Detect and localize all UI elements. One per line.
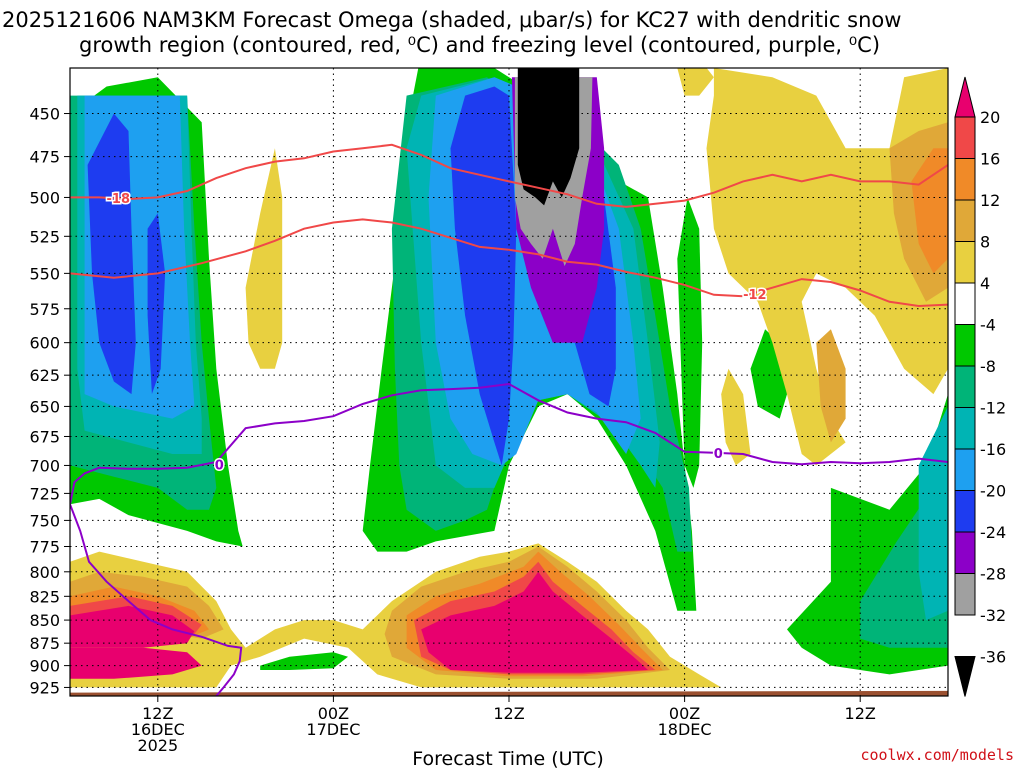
y-tick-label: 650	[29, 397, 60, 416]
x-tick-label: 12Z	[493, 704, 524, 723]
omega-shaded-field	[70, 68, 948, 696]
y-tick-label: 925	[29, 678, 60, 697]
omega-region	[517, 68, 580, 206]
contour-label: 0	[714, 447, 723, 462]
colorbar-tick-label: 4	[980, 274, 990, 293]
colorbar-segment	[954, 324, 976, 367]
y-tick-label: 525	[29, 227, 60, 246]
colorbar-tick-label: 8	[980, 233, 990, 252]
contour-line	[70, 503, 243, 696]
colorbar-segment	[954, 116, 976, 159]
omega-region	[450, 86, 517, 466]
colorbar-segment	[954, 282, 976, 325]
x-axis-label: Forecast Time (UTC)	[412, 748, 603, 768]
colorbar-tick-label: -4	[980, 316, 996, 335]
ground-band	[70, 690, 948, 696]
x-tick-label: 12Z	[142, 704, 173, 723]
colorbar-segment	[954, 158, 976, 201]
site-credit: coolwx.com/models	[860, 746, 1014, 764]
omega-region	[147, 213, 166, 395]
y-tick-label: 575	[29, 300, 60, 319]
y-tick-label: 475	[29, 148, 60, 167]
y-tick-label: 600	[29, 334, 60, 353]
colorbar-tick-label: -24	[980, 523, 1006, 542]
colorbar-segment	[954, 490, 976, 533]
y-tick-label: 550	[29, 264, 60, 283]
colorbar-tick-label: -20	[980, 482, 1006, 501]
colorbar-tick-label: 20	[980, 108, 1000, 127]
omega-region	[421, 571, 648, 673]
colorbar-tick-label: -12	[980, 399, 1006, 418]
x-tick-label: 18DEC	[658, 720, 712, 739]
y-tick-label: 725	[29, 484, 60, 503]
chart-title-line2: growth region (contoured, red, ⁰C) and f…	[79, 33, 880, 57]
colorbar-segment	[954, 448, 976, 491]
colorbar-tick-label: -36	[980, 648, 1006, 667]
y-tick-label: 875	[29, 634, 60, 653]
colorbar-segment	[954, 365, 976, 408]
omega-region	[721, 368, 751, 466]
grid-lines	[70, 68, 948, 696]
omega-region	[677, 68, 714, 96]
y-tick-label: 450	[29, 105, 60, 124]
colorbar-segment	[954, 531, 976, 574]
contour-label: 0	[215, 458, 224, 473]
y-tick-label: 775	[29, 538, 60, 557]
x-tick-label: 16DEC	[131, 720, 185, 739]
y-tick-label: 675	[29, 427, 60, 446]
colorbar-segment	[954, 199, 976, 242]
colorbar-segment	[954, 241, 976, 284]
colorbar-top-triangle	[954, 76, 976, 118]
temperature-contours: -18 -12 0 0	[70, 143, 948, 696]
omega-region	[706, 68, 948, 466]
x-tick-label: 12Z	[845, 704, 876, 723]
omega-region	[911, 148, 948, 274]
x-tick-label: 00Z	[669, 704, 700, 723]
x-tick-label: 2025	[137, 736, 178, 755]
y-tick-label: 800	[29, 563, 60, 582]
contour-line	[70, 143, 948, 208]
omega-region	[70, 605, 195, 648]
colorbar-segment	[954, 573, 976, 616]
omega-region	[677, 197, 703, 488]
chart-title-line1: 2025121606 NAM3KM Forecast Omega (shaded…	[2, 8, 901, 32]
y-tick-label: 625	[29, 366, 60, 385]
x-tick-label: 17DEC	[306, 720, 360, 739]
y-tick-label: 750	[29, 511, 60, 530]
omega-region	[87, 113, 136, 395]
omega-region	[70, 647, 202, 679]
omega-colorbar: 20 16 12 8 4 -4 -8 -12 -16 -20 -24 -28 -32 -36	[954, 76, 1006, 697]
y-tick-label: 825	[29, 587, 60, 606]
colorbar-tick-label: -32	[980, 606, 1006, 625]
x-tick-label: 00Z	[318, 704, 349, 723]
pressure-axis: 450 475 500 525 550 575 600 625 650 675 700 725 750 7…	[29, 105, 70, 697]
contour-label: -12	[743, 288, 767, 303]
omega-region	[245, 148, 283, 369]
omega-region	[816, 329, 846, 443]
colorbar-segment	[954, 407, 976, 450]
colorbar-tick-label: 16	[980, 150, 1000, 169]
colorbar-tick-label: -8	[980, 357, 996, 376]
contour-line	[70, 382, 948, 505]
y-tick-label: 500	[29, 188, 60, 207]
colorbar-tick-label: -28	[980, 565, 1006, 584]
y-tick-label: 850	[29, 611, 60, 630]
colorbar-tick-label: 12	[980, 191, 1000, 210]
y-tick-label: 700	[29, 456, 60, 475]
colorbar-tick-label: -16	[980, 440, 1006, 459]
contour-line	[70, 218, 948, 308]
contour-label: -18	[107, 192, 131, 207]
y-tick-label: 900	[29, 657, 60, 676]
omega-region	[260, 652, 348, 670]
colorbar-bottom-triangle	[954, 656, 976, 697]
